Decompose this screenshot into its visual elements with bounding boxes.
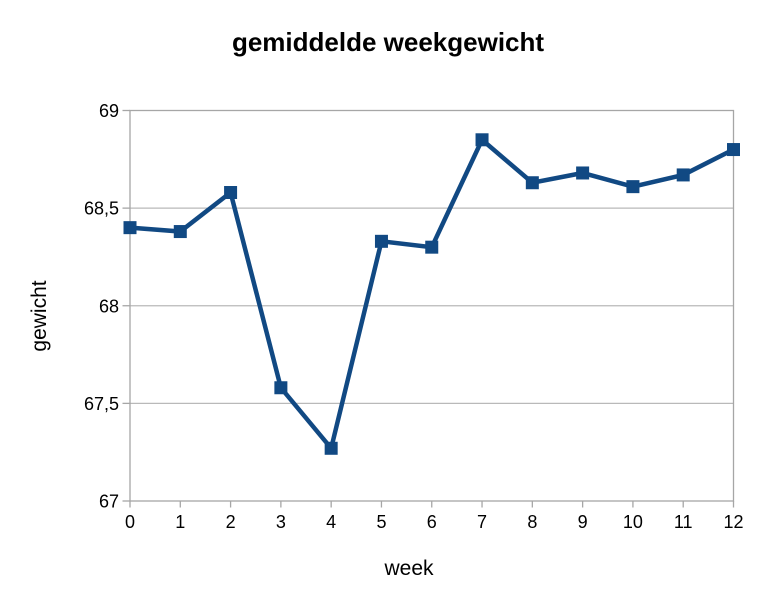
- data-point-marker: [324, 441, 338, 455]
- y-tick-label: 67,5: [84, 394, 119, 414]
- x-tick-label: 9: [578, 512, 588, 532]
- data-point-marker: [224, 186, 238, 200]
- series-line: [129, 136, 735, 454]
- x-tick-label: 2: [226, 512, 236, 532]
- x-tick-label: 8: [527, 512, 537, 532]
- x-tick-label: 4: [326, 512, 336, 532]
- y-tick-label: 69: [99, 101, 119, 121]
- data-point-marker: [374, 234, 388, 248]
- y-tick-label: 67: [99, 492, 119, 512]
- data-point-marker: [274, 381, 288, 395]
- data-point-marker: [525, 176, 539, 190]
- x-tick-label: 5: [376, 512, 386, 532]
- x-tick-label: 6: [427, 512, 437, 532]
- x-axis-title: week: [384, 557, 434, 580]
- data-point-marker: [425, 240, 439, 254]
- x-tick-label: 0: [125, 512, 135, 532]
- x-tick-label: 7: [477, 512, 487, 532]
- x-tick-label: 10: [623, 512, 643, 532]
- data-point-marker: [475, 133, 489, 147]
- x-tick-label: 11: [674, 512, 693, 532]
- x-tick-label: 12: [723, 512, 743, 532]
- data-point-marker: [576, 166, 590, 180]
- data-point-marker: [676, 168, 690, 182]
- data-point-marker: [727, 143, 740, 157]
- data-point-marker: [626, 180, 640, 194]
- x-tick-label: 1: [175, 512, 185, 532]
- y-tick-label: 68,5: [84, 199, 119, 219]
- y-tick-label: 68: [99, 296, 119, 316]
- x-tick-label: 3: [276, 512, 286, 532]
- data-point-marker: [173, 225, 187, 239]
- data-point-marker: [123, 221, 137, 235]
- chart-title: gemiddelde weekgewicht: [231, 27, 545, 57]
